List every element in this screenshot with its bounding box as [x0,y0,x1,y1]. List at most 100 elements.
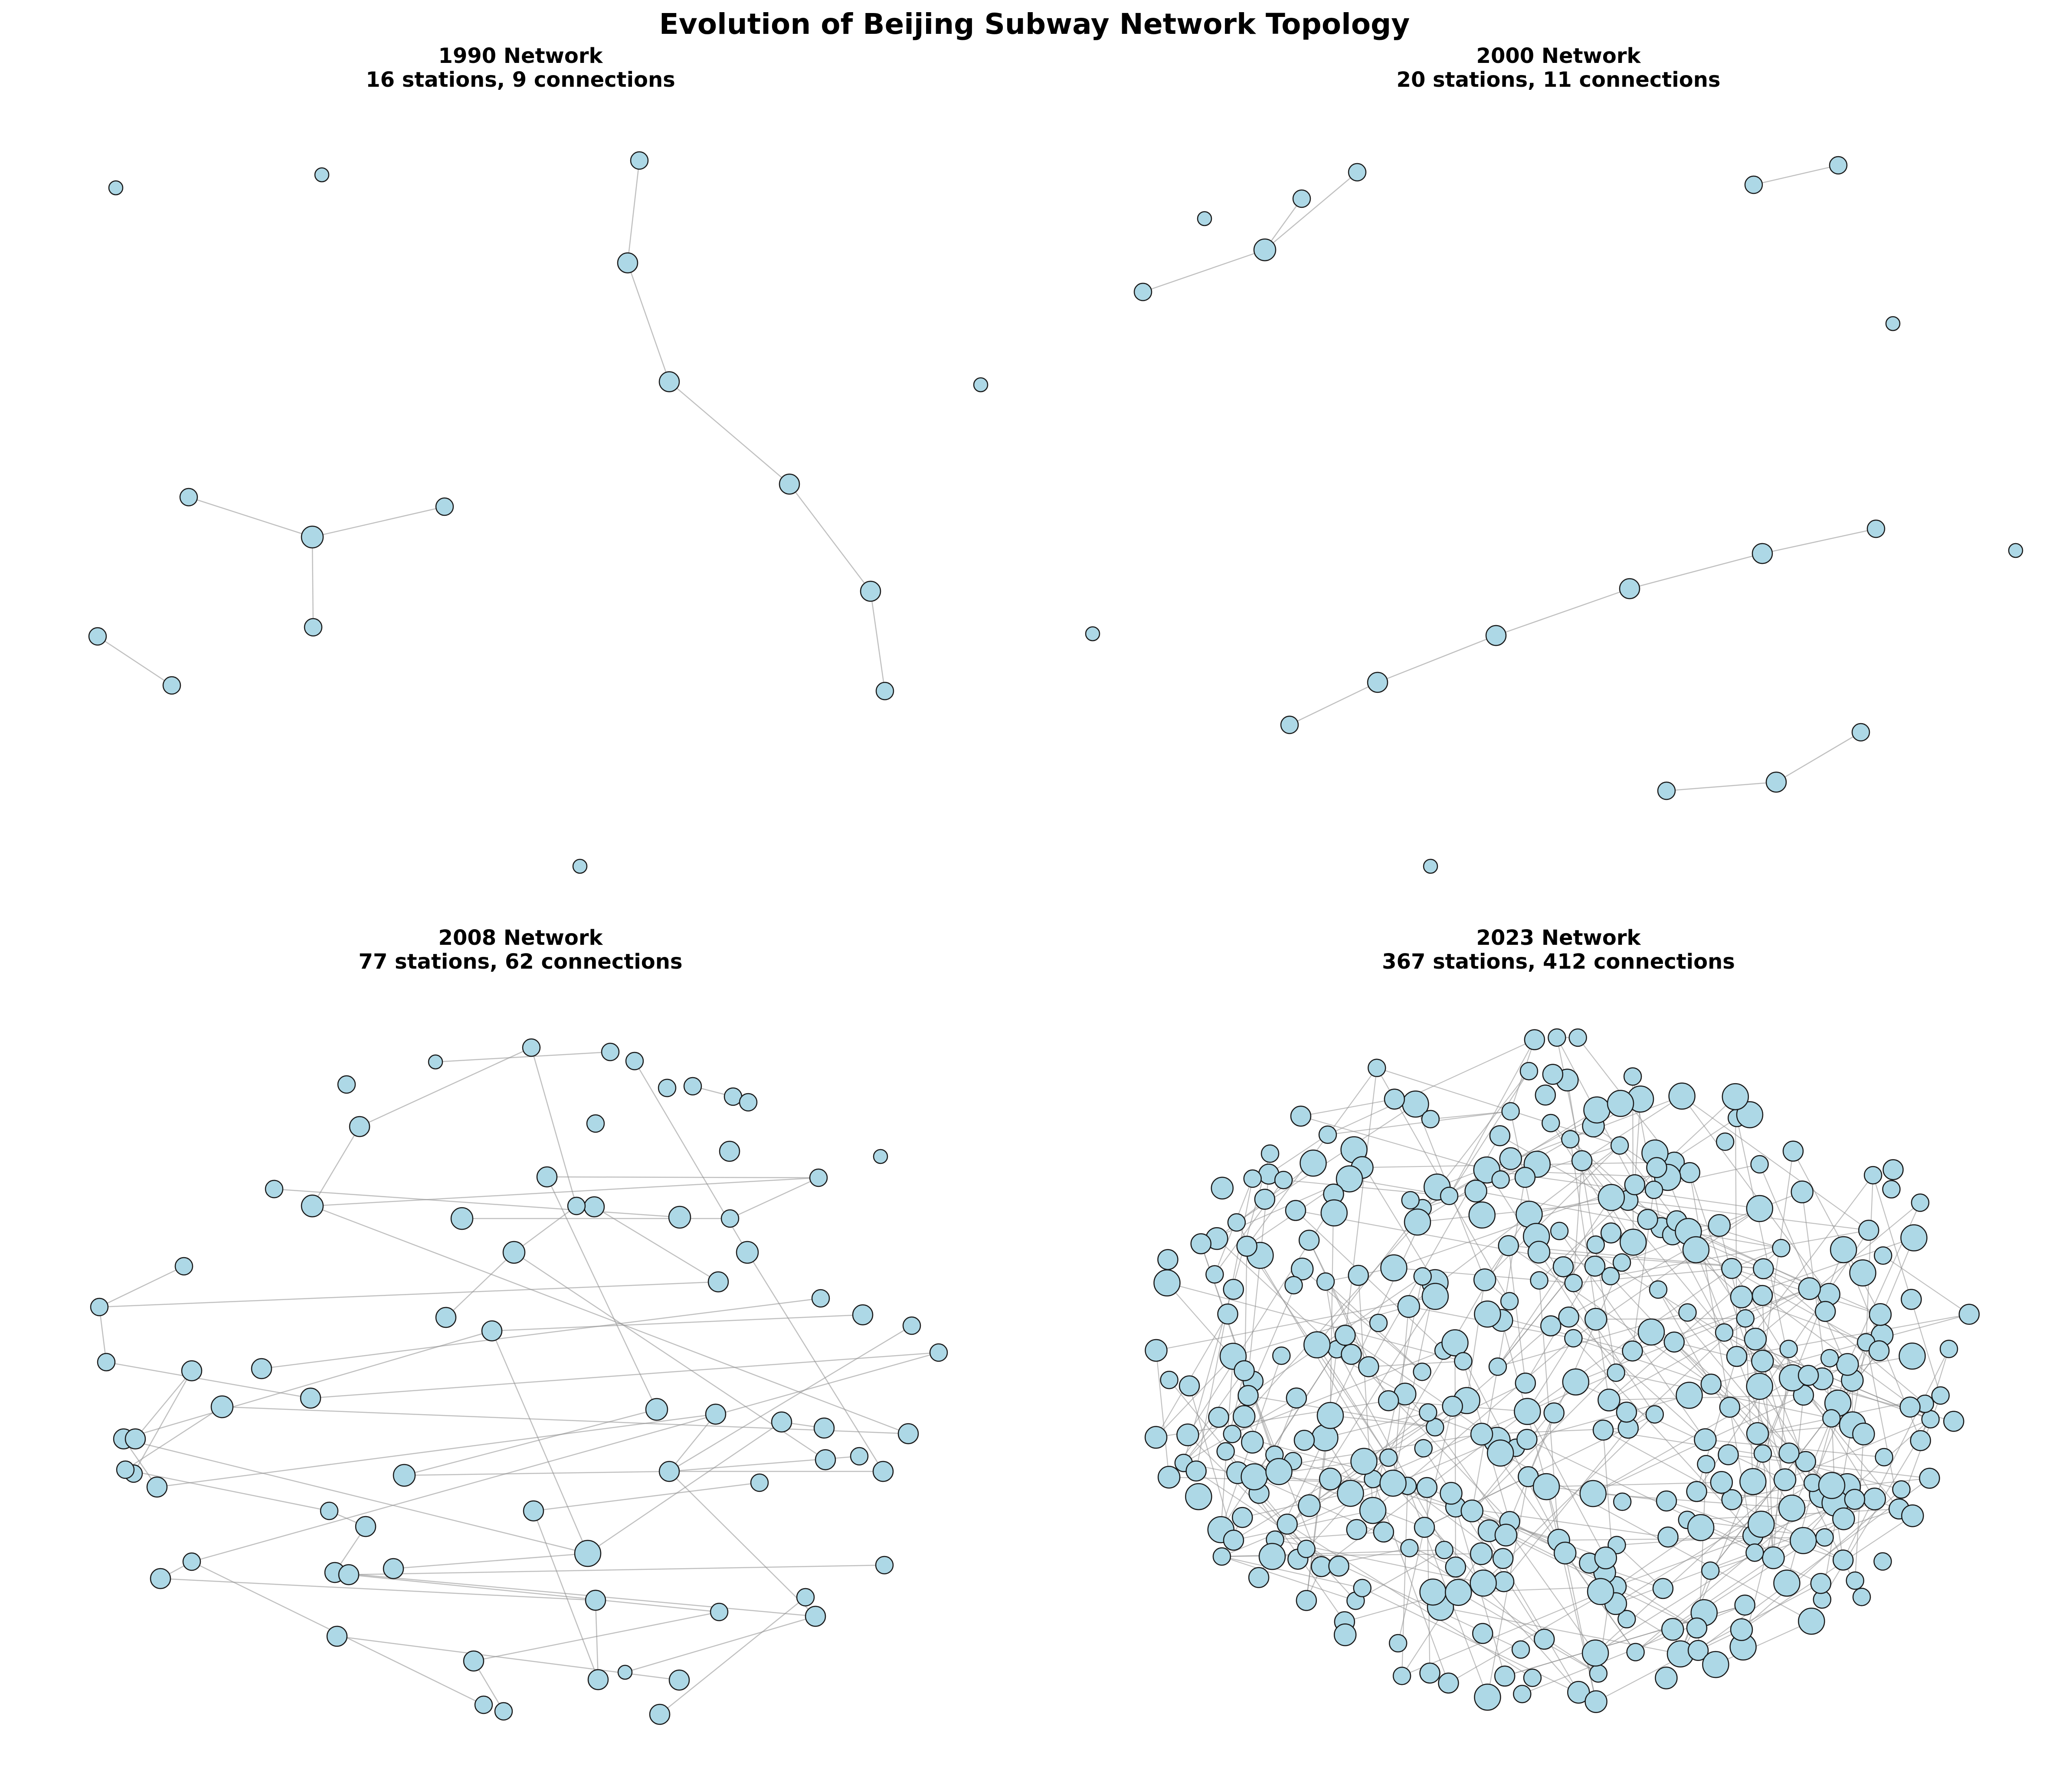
station-node [1702,1651,1729,1678]
station-node [1931,1386,1950,1405]
station-node [146,1476,168,1498]
station-node [1303,1331,1331,1359]
connection-line [730,1177,819,1219]
connection-line [1401,1586,1617,1677]
station-node [474,1695,493,1714]
station-node [1679,1162,1700,1183]
connection-line [188,496,313,538]
station-node [1619,578,1640,600]
station-node [1750,1155,1769,1174]
connection-line [669,381,790,485]
station-node [1815,1528,1834,1547]
connection-line [261,1297,821,1369]
station-node [1613,1492,1632,1511]
connection-line [1763,1268,1925,1404]
station-node [1373,1521,1395,1543]
connection-line [1156,1350,1170,1477]
station-node [929,1343,948,1362]
connection-line [348,1574,720,1613]
station-node [1836,1353,1859,1376]
connection-line [106,1361,311,1399]
station-node [1558,1306,1579,1328]
connection-line [659,1597,806,1715]
station-node [1316,1402,1344,1429]
station-node [809,1168,828,1187]
station-node [1773,1468,1797,1491]
station-node [1645,1405,1664,1424]
connection-line [1458,1592,1599,1674]
connection-line [1529,1163,1760,1215]
connection-line [1368,1360,1463,1367]
station-node [1440,1186,1459,1206]
station-node [1899,1342,1926,1370]
station-node [1197,211,1212,226]
station-node [1851,723,1870,742]
station-node [1414,1439,1433,1458]
station-node [707,1271,729,1293]
connection-line [125,1469,330,1512]
connection-line [1776,731,1861,783]
panel-2023-heading: 2023 Network [1476,926,1641,950]
connection-line [1616,1544,1663,1589]
connection-line [1183,1395,1249,1464]
station-node [1619,1229,1647,1256]
station-node [1296,1590,1317,1611]
connection-line [587,1421,782,1554]
connection-line [1300,1115,1487,1171]
station-node [1939,1340,1958,1358]
station-node [1791,1180,1814,1203]
station-node [1513,1684,1532,1704]
connection-line [1736,1314,1970,1357]
station-node [617,252,638,274]
connection-line [1681,1096,1830,1295]
connection-line [191,1352,939,1563]
station-node [1384,1088,1405,1110]
station-node [1610,1136,1629,1155]
connection-line [1394,1184,1635,1268]
station-node [1350,1448,1378,1475]
station-node [736,1241,759,1264]
connection-line [1672,1235,1725,1333]
station-node [1157,1466,1181,1489]
station-node [1400,1539,1419,1557]
connection-line [1715,1621,1812,1665]
station-node [1730,1618,1753,1641]
station-node [1253,238,1277,262]
station-node [1607,1090,1634,1117]
station-node [1241,1463,1268,1491]
station-node [1293,1429,1315,1451]
station-node [1751,1350,1774,1373]
connection-line [157,1413,716,1488]
station-node [1133,282,1152,301]
station-node [1413,1363,1431,1381]
station-node [1488,1357,1507,1376]
station-node [1778,1494,1806,1522]
connection-line [1866,1342,1900,1509]
station-node [1652,1578,1674,1599]
station-node [973,377,989,393]
station-node [586,1114,605,1133]
station-node [1910,1430,1931,1451]
connection-line [1759,1164,1853,1381]
station-node [750,1473,769,1492]
station-node [1319,1468,1342,1491]
station-node [850,1447,869,1466]
connection-line [1287,1523,1533,1678]
station-node [1852,1422,1875,1445]
station-node [1157,1249,1179,1270]
station-node [210,1395,234,1419]
station-node [1441,1329,1469,1356]
station-node [1656,1490,1677,1512]
station-node [337,1075,356,1094]
station-node [1401,1191,1420,1210]
connection-line [1788,1453,1863,1597]
connection-line [1545,1486,1597,1702]
station-node [1753,1258,1774,1279]
connection-line [1753,164,1839,186]
station-node [1818,1472,1846,1499]
station-node [1765,771,1787,793]
connection-line [1221,1556,1362,1589]
connection-line [1681,1095,1869,1231]
connection-line [359,1047,532,1127]
station-node [1868,1340,1890,1362]
